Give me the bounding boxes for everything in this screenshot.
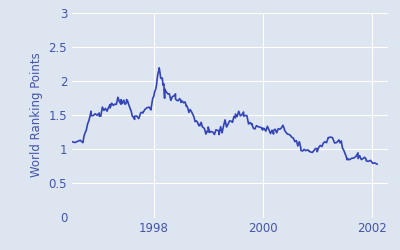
Y-axis label: World Ranking Points: World Ranking Points bbox=[30, 53, 43, 178]
